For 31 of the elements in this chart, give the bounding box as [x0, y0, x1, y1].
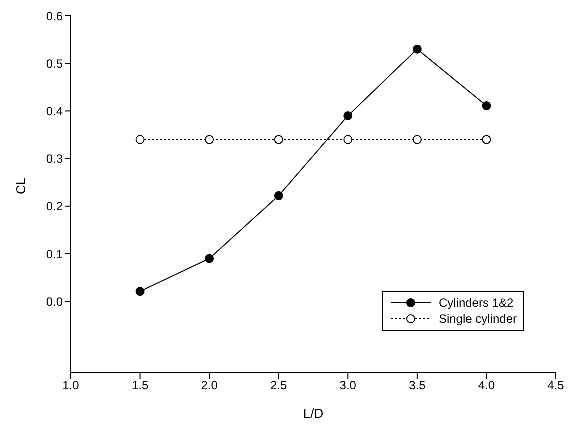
point: [344, 135, 353, 144]
x-tick-label: 1.0: [62, 378, 80, 393]
y-tick-label: 0.1: [46, 247, 64, 262]
point: [482, 101, 492, 110]
x-tick-label: 4.0: [478, 378, 496, 393]
x-tick-label: 1.5: [132, 378, 149, 393]
point: [344, 111, 353, 120]
y-axis-title: CL: [14, 178, 29, 194]
y-tick-label: 0.2: [46, 200, 64, 214]
x-tick-label: 2.0: [201, 378, 218, 393]
x-tick-label: 2.5: [270, 378, 288, 393]
y-tick-label: 0.3: [46, 152, 64, 166]
point: [274, 135, 284, 144]
point: [274, 191, 284, 200]
x-tick-label: 3.0: [340, 378, 357, 393]
y-tick-label: 0.4: [46, 104, 64, 118]
point: [412, 44, 422, 54]
x-axis-title: L/D: [303, 406, 324, 421]
point: [482, 135, 492, 144]
point: [136, 287, 145, 296]
y-tick-label: 0.6: [46, 9, 64, 24]
point: [136, 135, 145, 144]
point: [205, 254, 214, 264]
x-tick-label: 3.5: [409, 378, 426, 393]
point: [205, 135, 214, 144]
legend-label: Cylinders 1&2: [438, 295, 514, 311]
y-tick-label: 0.0: [46, 294, 64, 309]
point: [412, 135, 422, 144]
legend-label: Single cylinder: [438, 311, 517, 327]
y-tick-label: 0.5: [46, 56, 64, 71]
x-tick-label: 4.5: [548, 378, 565, 393]
